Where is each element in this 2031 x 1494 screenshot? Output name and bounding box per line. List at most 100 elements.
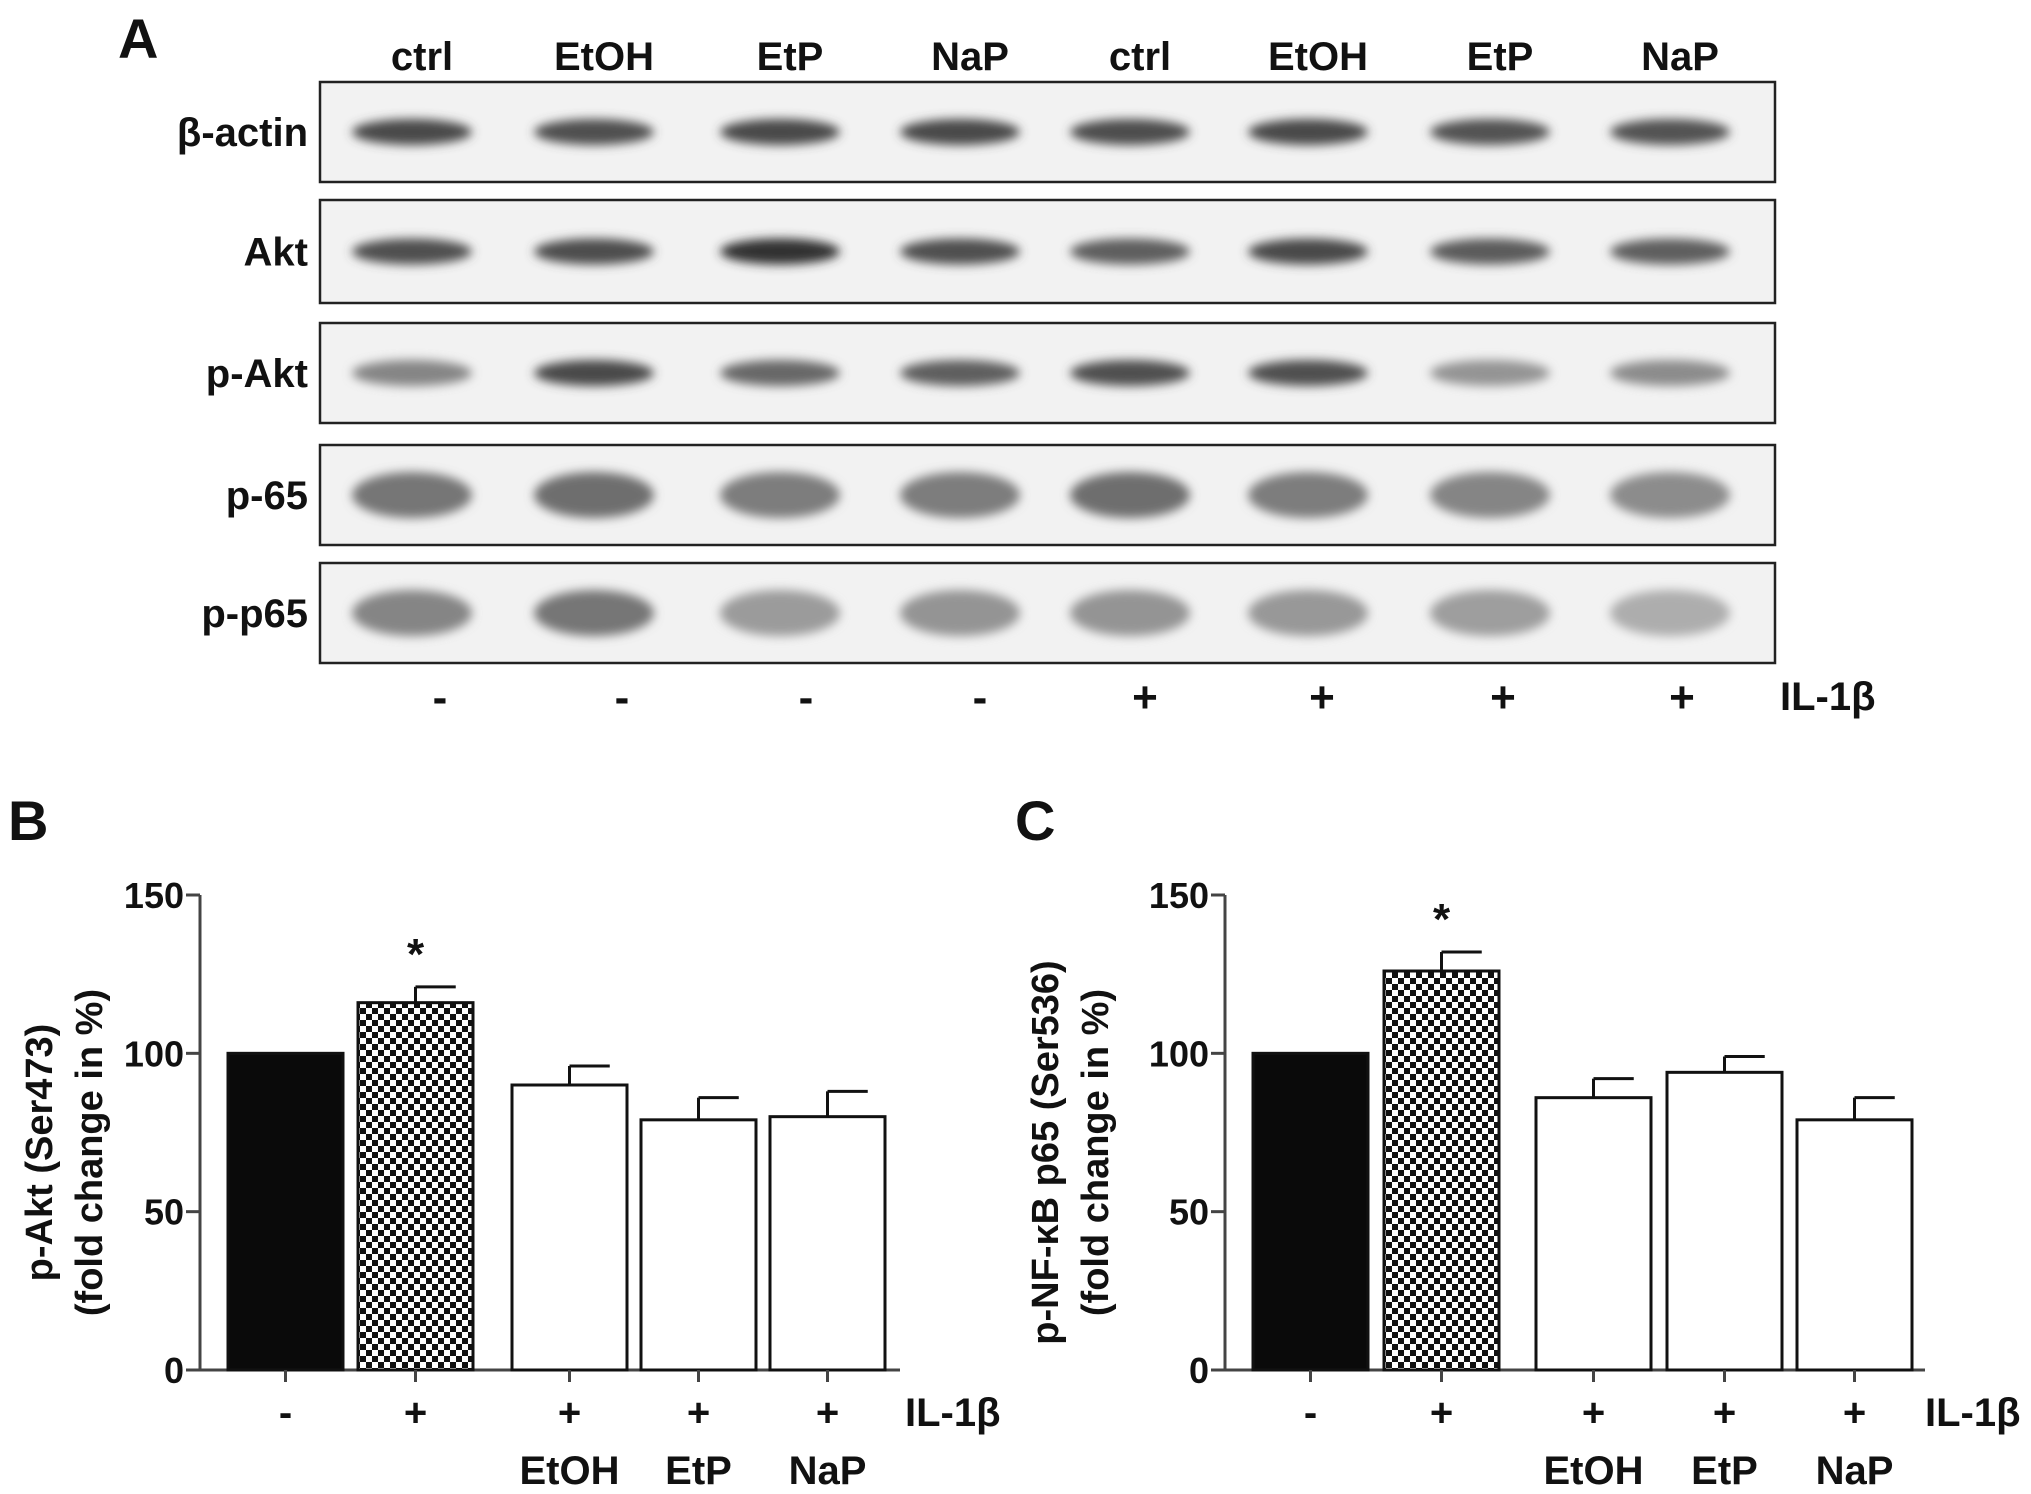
blot-band <box>534 590 654 636</box>
lane-label: ctrl <box>391 35 453 79</box>
blot-band <box>900 238 1020 265</box>
blot-band <box>720 119 840 145</box>
x-sublabel: EtP <box>665 1449 732 1493</box>
blot-band <box>900 360 1020 386</box>
y-tick-label: 0 <box>1189 1350 1209 1391</box>
blot-band <box>1430 119 1550 145</box>
blot-band <box>1610 238 1730 265</box>
blot-band <box>1248 119 1368 145</box>
treatment-label: IL-1β <box>905 1391 1001 1435</box>
chart-c-plot: 0 50 100 150 p-NF-κB p65 (Ser536) (fold chang… <box>1025 875 2021 1493</box>
lane-labels: ctrl EtOH EtP NaP ctrl EtOH EtP NaP <box>391 35 1719 79</box>
blot-band <box>1070 360 1190 386</box>
blot-band <box>534 238 654 265</box>
blot-band <box>534 360 654 386</box>
blot-band <box>534 472 654 518</box>
treatment-sign: - <box>799 673 814 722</box>
lane-label: EtOH <box>1268 35 1368 79</box>
lane-label: ctrl <box>1109 35 1171 79</box>
x-category-label: + <box>1582 1391 1605 1435</box>
bar <box>1251 1051 1370 1372</box>
lane-label: EtP <box>757 35 824 79</box>
blot-band <box>900 590 1020 636</box>
blot-band <box>720 238 840 265</box>
blot-band <box>1430 472 1550 518</box>
blot-row: p-Akt <box>206 321 1777 425</box>
blot-band <box>1430 590 1550 636</box>
blot-band <box>1610 590 1730 636</box>
bar <box>1665 1070 1784 1372</box>
blot-row-label: p-Akt <box>206 352 308 396</box>
blot-row: β-actin <box>177 80 1777 184</box>
treatment-sign: - <box>973 673 988 722</box>
x-sublabel: EtOH <box>1544 1449 1644 1493</box>
blot-band <box>1248 238 1368 265</box>
blot-band <box>900 472 1020 518</box>
significance-star: * <box>1433 895 1451 944</box>
blot-band <box>1070 119 1190 145</box>
x-sublabel: EtP <box>1691 1449 1758 1493</box>
treatment-sign: + <box>1309 673 1335 722</box>
blot-row-label: p-65 <box>226 474 308 518</box>
blot-band <box>1070 590 1190 636</box>
blot-band <box>720 360 840 386</box>
y-tick-label: 100 <box>1149 1033 1209 1074</box>
panel-c-letter: C <box>1015 789 1055 852</box>
bar <box>639 1118 758 1372</box>
y-axis-label: (fold change in %) <box>1075 989 1117 1316</box>
blot-band <box>1610 360 1730 386</box>
blot-band <box>352 472 472 518</box>
blot-band <box>352 360 472 386</box>
bar <box>226 1051 345 1372</box>
lane-label: NaP <box>1641 35 1719 79</box>
lane-label: EtP <box>1467 35 1534 79</box>
panel-b-letter: B <box>8 789 48 852</box>
x-category-label: - <box>279 1391 292 1435</box>
blot-row: p-p65 <box>201 561 1777 665</box>
treatment-sign: + <box>1490 673 1516 722</box>
panel-c-chart: C 0 50 100 150 p-NF-κB p65 (Ser536) (fold cha… <box>1015 789 2021 1493</box>
y-tick-label: 100 <box>124 1033 184 1074</box>
treatment-row: - - - - + + + + <box>433 673 1695 722</box>
lane-label: NaP <box>931 35 1009 79</box>
blot-band <box>1070 238 1190 265</box>
bar <box>356 1001 475 1372</box>
blot-band <box>1248 472 1368 518</box>
treatment-label: IL-1β <box>1780 675 1876 719</box>
x-category-label: + <box>558 1391 581 1435</box>
x-category-label: + <box>404 1391 427 1435</box>
blot-band <box>720 472 840 518</box>
treatment-sign: - <box>615 673 630 722</box>
blot-row-label: β-actin <box>177 111 308 155</box>
lane-label: EtOH <box>554 35 654 79</box>
blot-row: Akt <box>244 198 1777 305</box>
x-category-label: + <box>1430 1391 1453 1435</box>
y-axis-label: (fold change in %) <box>69 989 111 1316</box>
blot-band <box>534 119 654 145</box>
blot-band <box>1430 360 1550 386</box>
y-axis-label: p-NF-κB p65 (Ser536) <box>1025 960 1067 1344</box>
x-sublabel: NaP <box>789 1449 867 1493</box>
bar <box>1382 969 1501 1372</box>
panel-b-chart: B 0 50 100 150 p-Akt (Ser473) (fold change in… <box>8 789 1001 1493</box>
blot-row-label: p-p65 <box>201 592 308 636</box>
bar <box>1534 1096 1653 1372</box>
y-axis-label: p-Akt (Ser473) <box>19 1024 61 1282</box>
x-category-label: + <box>1713 1391 1736 1435</box>
y-tick-label: 0 <box>164 1350 184 1391</box>
treatment-label: IL-1β <box>1925 1391 2021 1435</box>
x-sublabel: EtOH <box>520 1449 620 1493</box>
blot-band <box>352 238 472 265</box>
y-tick-label: 50 <box>144 1192 184 1233</box>
chart-b-plot: 0 50 100 150 p-Akt (Ser473) (fold change in %… <box>19 875 1001 1493</box>
blot-band <box>1070 472 1190 518</box>
x-category-label: + <box>816 1391 839 1435</box>
treatment-sign: + <box>1669 673 1695 722</box>
blot-band <box>1610 472 1730 518</box>
x-sublabel: NaP <box>1816 1449 1894 1493</box>
blot-rows: β-actin Akt p-Akt p-65 p-p65 <box>177 80 1777 665</box>
treatment-sign: + <box>1132 673 1158 722</box>
blot-band <box>1248 360 1368 386</box>
y-tick-label: 150 <box>124 875 184 916</box>
